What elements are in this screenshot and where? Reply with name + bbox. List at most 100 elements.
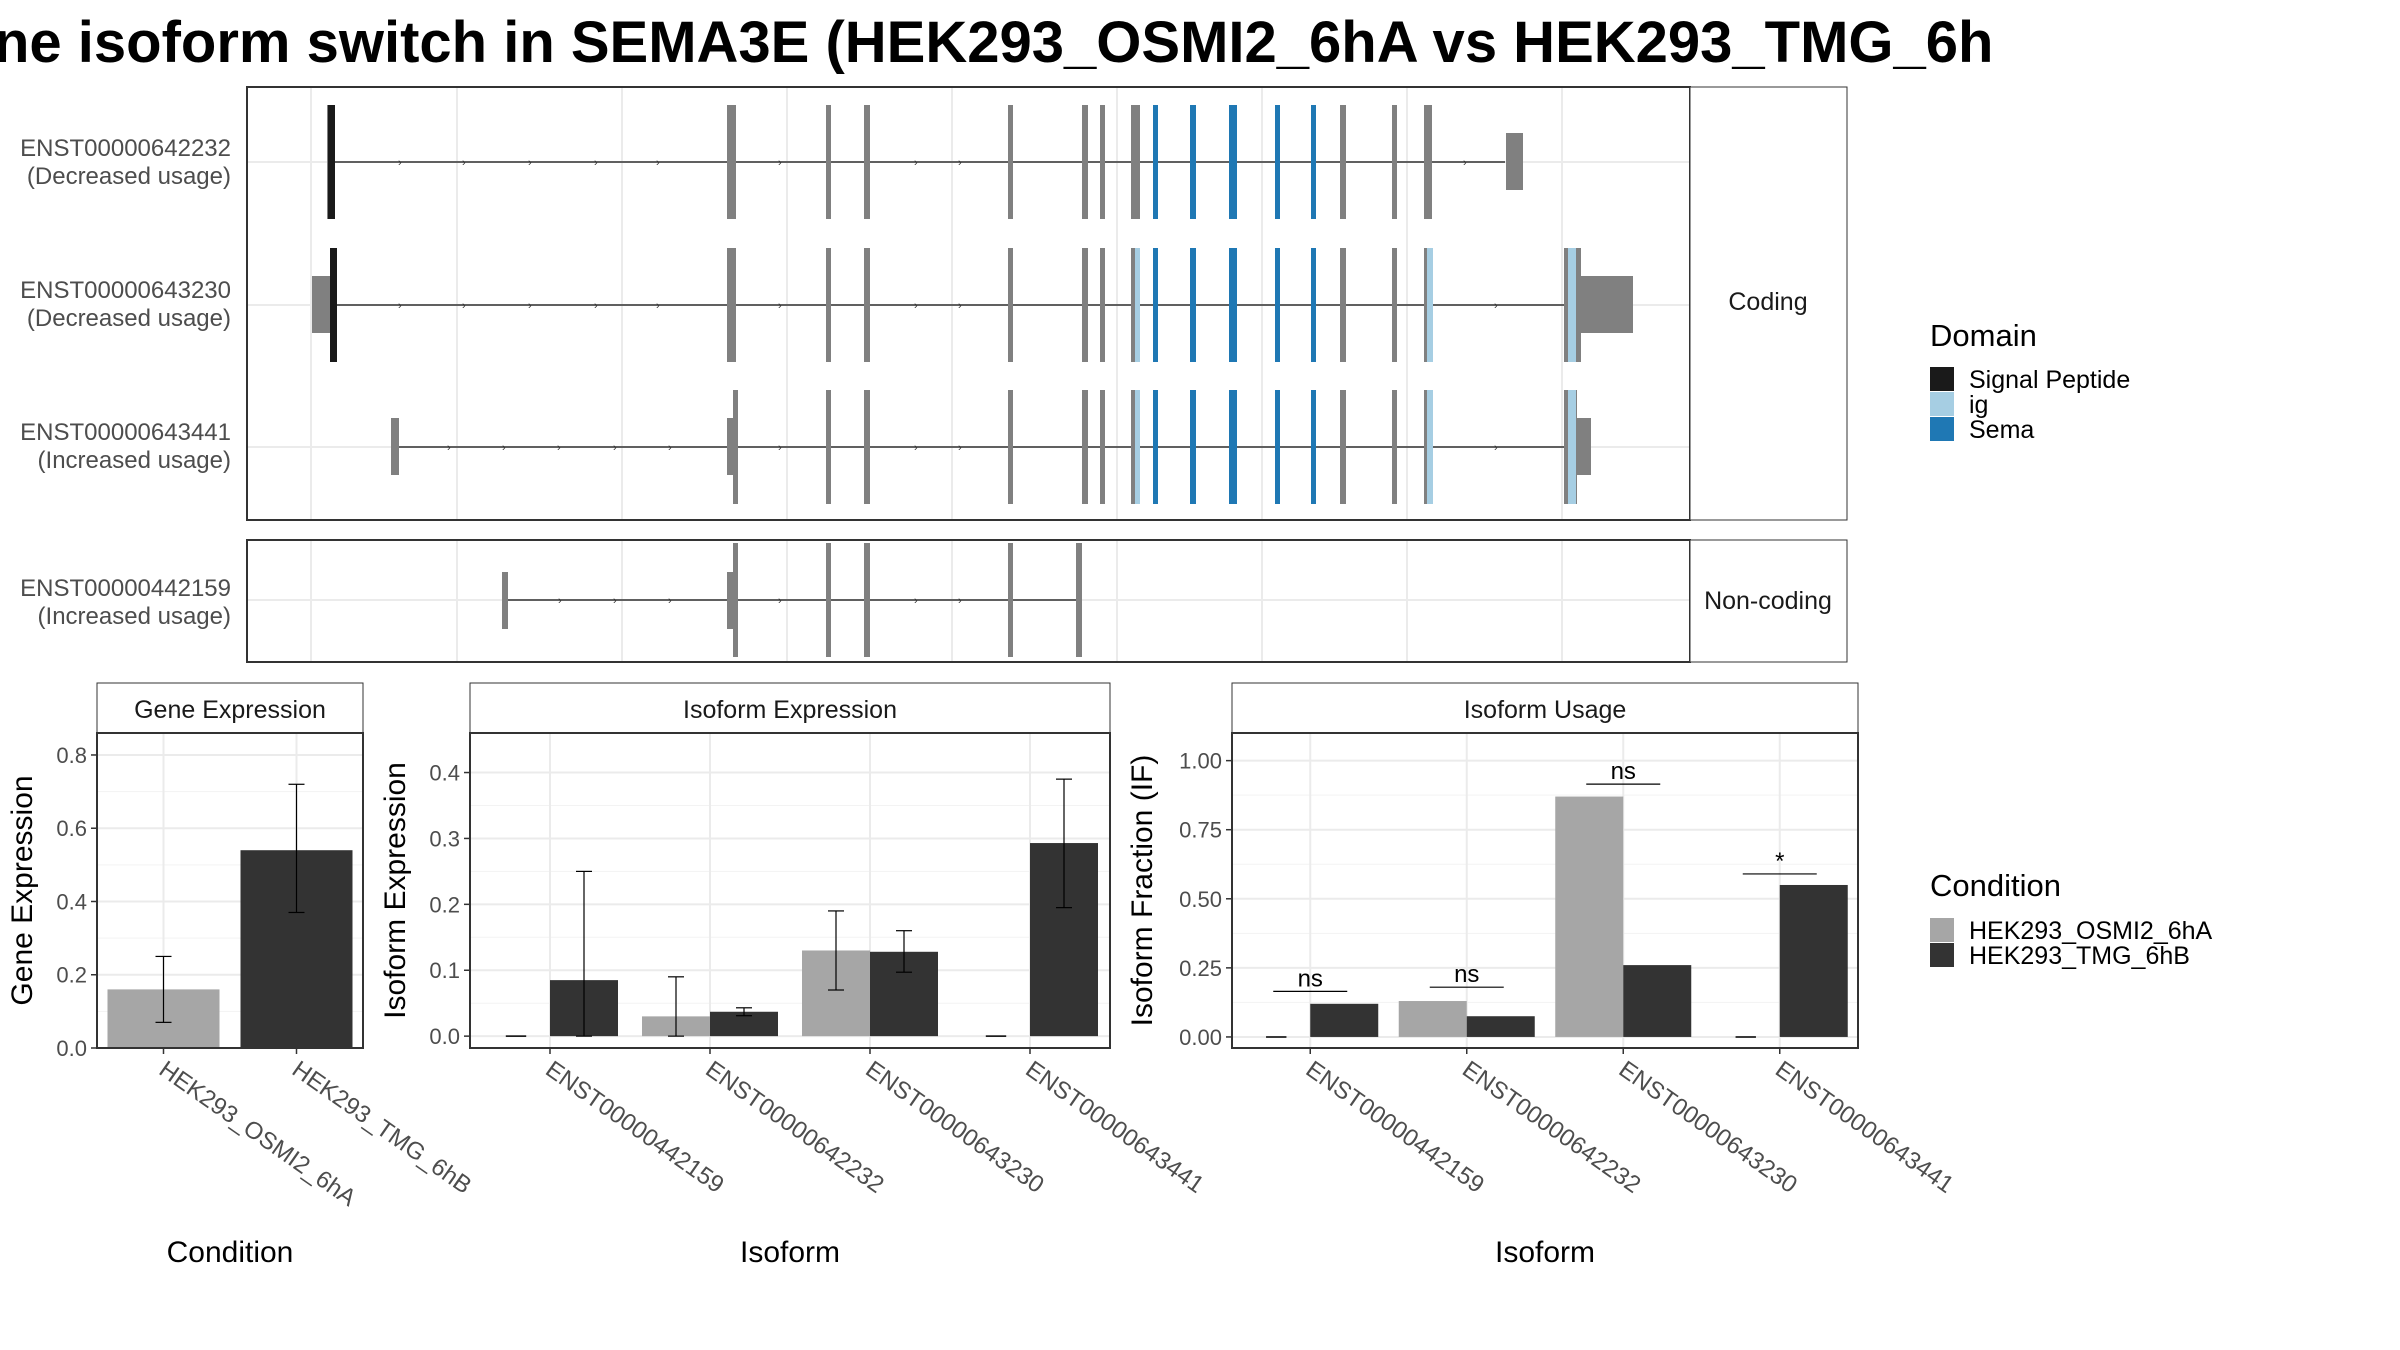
transcript-label-4: ENST00000442159 [20, 575, 231, 602]
transcript-track-4: › › › › › › [502, 543, 1082, 657]
svg-text:›: › [656, 157, 660, 169]
legend-swatch-condition-b [1930, 943, 1954, 967]
svg-text:›: › [502, 442, 506, 454]
svg-text:›: › [778, 300, 782, 312]
domain-legend: Domain Signal Peptide ig Sema [1930, 318, 2130, 444]
svg-text:›: › [914, 300, 918, 312]
noncoding-strip [1689, 539, 1848, 663]
domain-legend-title: Domain [1930, 318, 2037, 353]
legend-swatch-signal-peptide [1930, 367, 1954, 391]
y-tick-label: 0.25 [1179, 956, 1222, 981]
svg-text:›: › [1463, 157, 1467, 169]
y-tick-label: 0.3 [429, 826, 460, 851]
legend-label-condition-a: HEK293_OSMI2_6hA [1969, 917, 2213, 945]
svg-text:›: › [958, 300, 962, 312]
svg-text:›: › [914, 157, 918, 169]
y-tick-label: 0.75 [1179, 818, 1222, 843]
svg-text:›: › [398, 157, 402, 169]
bar [1466, 1016, 1535, 1037]
y-axis-title: Isoform Fraction (IF) [1126, 755, 1159, 1027]
legend-label-ig: ig [1969, 391, 1988, 419]
strip-label-noncoding: Non-coding [1704, 587, 1832, 615]
svg-text:›: › [613, 595, 617, 607]
coding-strip [1689, 86, 1848, 521]
svg-text:›: › [958, 442, 962, 454]
legend-label-condition-b: HEK293_TMG_6hB [1969, 942, 2190, 970]
y-tick-label: 1.00 [1179, 749, 1222, 774]
svg-text:›: › [958, 157, 962, 169]
chart-title: Gene Expression [134, 696, 326, 724]
bar [1310, 1003, 1379, 1037]
transcript-usage-1: (Decreased usage) [27, 163, 231, 190]
transcript-usage-2: (Decreased usage) [27, 305, 231, 332]
legend-label-signal-peptide: Signal Peptide [1969, 366, 2130, 394]
x-tick-label: ENST00000643441 [1021, 1056, 1209, 1199]
svg-text:›: › [958, 595, 962, 607]
svg-text:›: › [557, 442, 561, 454]
significance-label: ns [1611, 758, 1636, 785]
bar [1398, 1001, 1467, 1037]
significance-label: ns [1298, 965, 1323, 992]
svg-text:›: › [447, 442, 451, 454]
y-tick-label: 0.8 [56, 743, 87, 768]
y-tick-label: 0.4 [56, 889, 87, 914]
svg-text:›: › [528, 300, 532, 312]
chart-frame [96, 732, 364, 1049]
chart-frame [469, 732, 1111, 1049]
svg-text:›: › [656, 300, 660, 312]
condition-legend-title: Condition [1930, 868, 2061, 903]
chart-strip [1231, 682, 1859, 734]
svg-text:›: › [594, 300, 598, 312]
y-tick-label: 0.2 [56, 963, 87, 988]
chart-title: Isoform Expression [683, 696, 897, 724]
svg-text:›: › [668, 595, 672, 607]
svg-text:›: › [462, 300, 466, 312]
bar [1623, 965, 1692, 1037]
svg-text:›: › [914, 442, 918, 454]
bar [1779, 884, 1848, 1037]
condition-legend: Condition HEK293_OSMI2_6hA HEK293_TMG_6h… [1930, 868, 2213, 970]
transcript-track-1: › › › › › › › › › [327, 105, 1523, 219]
y-tick-label: 0.0 [429, 1024, 460, 1049]
svg-text:›: › [668, 442, 672, 454]
y-tick-label: 0.50 [1179, 887, 1222, 912]
y-axis-title: Isoform Expression [379, 762, 412, 1019]
svg-text:›: › [1494, 300, 1498, 312]
y-tick-label: 0.00 [1179, 1025, 1222, 1050]
transcript-label-2: ENST00000643230 [20, 277, 231, 304]
plot-title: ne isoform switch in SEMA3E (HEK293_OSMI… [0, 10, 1994, 75]
chart-frame [1231, 732, 1859, 1049]
bar [1555, 796, 1624, 1037]
chart-title: Isoform Usage [1464, 696, 1627, 724]
legend-swatch-sema [1930, 417, 1954, 441]
transcript-usage-4: (Increased usage) [38, 603, 231, 630]
svg-text:›: › [558, 595, 562, 607]
isoform-usage-chart: Isoform Usage ns ns ns * 0.00 0.25 0.50 0.75 1.00… [1126, 682, 1959, 1269]
structure-grid [247, 87, 1690, 662]
svg-text:›: › [528, 157, 532, 169]
svg-text:›: › [398, 300, 402, 312]
y-tick-label: 0.0 [56, 1036, 87, 1061]
transcript-track-3: › › › › › › › › › [391, 390, 1591, 504]
y-tick-label: 0.6 [56, 816, 87, 841]
transcript-track-2: › › › › › › › › › [312, 248, 1633, 362]
chart-strip [469, 682, 1111, 734]
svg-text:›: › [462, 157, 466, 169]
chart-strip [96, 682, 364, 734]
svg-text:›: › [778, 595, 782, 607]
y-tick-label: 0.2 [429, 892, 460, 917]
isoform-expression-chart: Isoform Expression 0.0 0.1 0.2 0.3 0.4 ENST000… [379, 682, 1209, 1269]
svg-text:›: › [778, 157, 782, 169]
significance-label: * [1775, 848, 1784, 875]
y-tick-label: 0.1 [429, 958, 460, 983]
x-axis-title: Isoform [1495, 1236, 1595, 1269]
legend-swatch-condition-a [1930, 918, 1954, 942]
strip-label-coding: Coding [1728, 288, 1807, 316]
y-axis-title: Gene Expression [6, 775, 39, 1005]
svg-text:›: › [594, 157, 598, 169]
legend-swatch-ig [1930, 392, 1954, 416]
svg-text:›: › [613, 442, 617, 454]
transcript-usage-3: (Increased usage) [38, 447, 231, 474]
x-axis-title: Isoform [740, 1236, 840, 1269]
